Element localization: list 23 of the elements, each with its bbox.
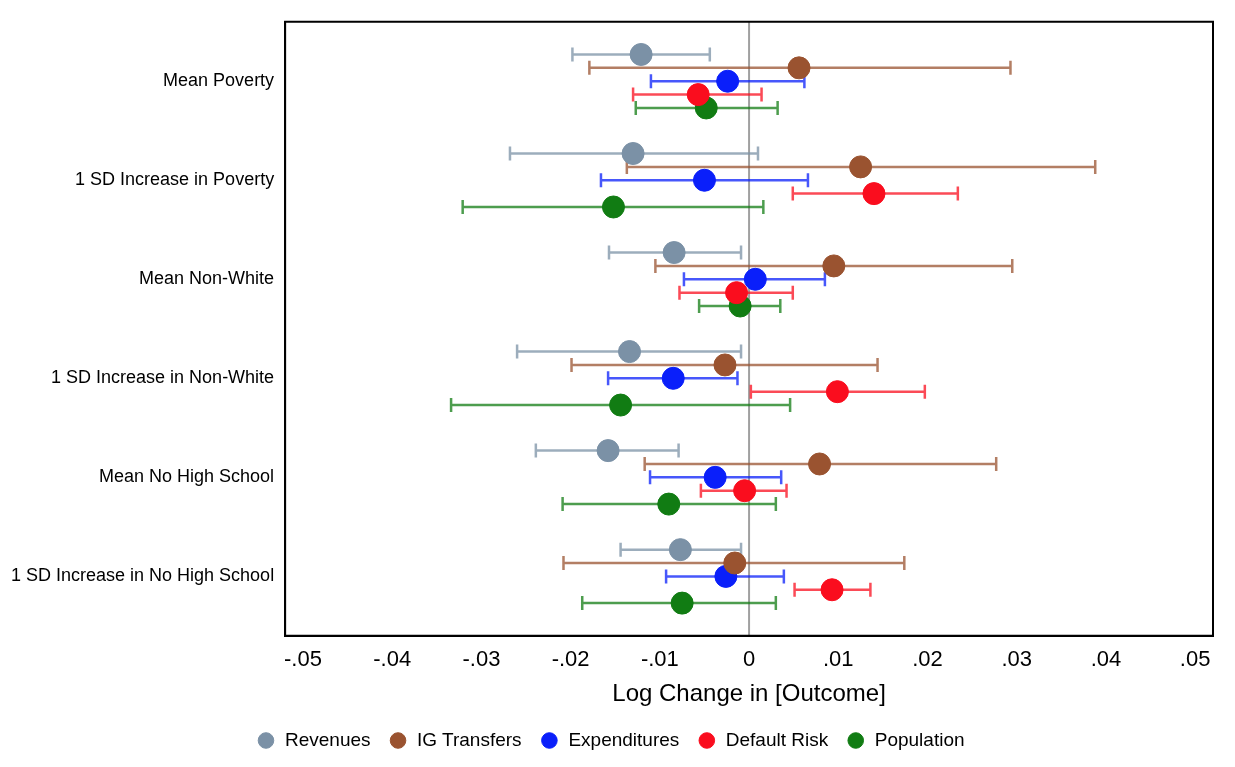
x-tick-label: .05 [1179, 646, 1211, 672]
x-tick-label: .01 [822, 646, 854, 672]
y-tick-label: 1 SD Increase in Poverty [75, 169, 275, 190]
x-tick-label: -.01 [640, 646, 679, 672]
legend-label: Default Risk [725, 728, 829, 750]
legend-label: Population [874, 728, 965, 750]
x-tick-label: .03 [1001, 646, 1033, 672]
y-tick-label: Mean No High School [99, 466, 275, 487]
y-tick-label: Mean Poverty [163, 70, 275, 91]
x-tick-label: 0 [742, 646, 756, 672]
x-tick-label: .02 [912, 646, 943, 672]
y-tick-label: 1 SD Increase in Non-White [51, 367, 275, 388]
legend-label: Revenues [284, 728, 371, 750]
legend-label: IG Transfers [417, 728, 522, 750]
x-tick-label: -.02 [551, 646, 590, 672]
y-tick-label: 1 SD Increase in No High School [11, 565, 275, 586]
y-tick-label: Mean Non-White [139, 268, 275, 289]
x-axis-title: Log Change in [Outcome] [612, 679, 886, 707]
legend-label: Expenditures [568, 728, 680, 750]
x-tick-label: -.05 [284, 646, 322, 672]
x-tick-label: .04 [1090, 646, 1122, 672]
x-tick-label: -.03 [462, 646, 501, 672]
x-tick-label: -.04 [373, 646, 412, 672]
